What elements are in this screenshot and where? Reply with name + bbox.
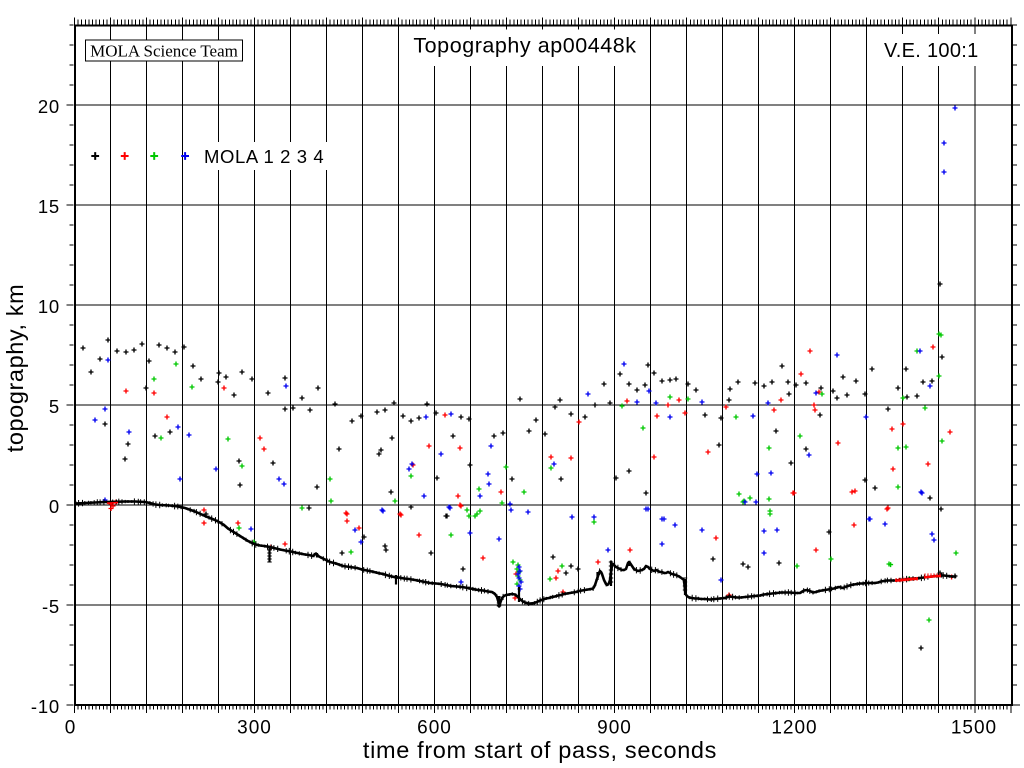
svg-text:-10: -10	[31, 696, 60, 717]
svg-text:1500: 1500	[951, 718, 997, 739]
svg-text:300: 300	[237, 718, 272, 739]
svg-text:0: 0	[65, 718, 77, 739]
svg-text:time from start of pass, secon: time from start of pass, seconds	[363, 737, 717, 763]
svg-text:5: 5	[49, 396, 60, 417]
svg-text:MOLA 1 2 3 4: MOLA 1 2 3 4	[204, 146, 324, 167]
svg-text:600: 600	[417, 718, 452, 739]
svg-text:10: 10	[38, 296, 60, 317]
svg-text:MOLA Science Team: MOLA Science Team	[90, 42, 238, 61]
svg-text:V.E. 100:1: V.E. 100:1	[884, 40, 979, 62]
svg-text:900: 900	[597, 718, 632, 739]
svg-text:-5: -5	[42, 596, 60, 617]
svg-text:1200: 1200	[771, 718, 817, 739]
svg-text:15: 15	[38, 196, 60, 217]
svg-text:0: 0	[49, 496, 60, 517]
svg-text:topography, km: topography, km	[2, 284, 28, 453]
svg-text:20: 20	[38, 96, 60, 117]
svg-text:Topography ap00448k: Topography ap00448k	[413, 34, 636, 58]
